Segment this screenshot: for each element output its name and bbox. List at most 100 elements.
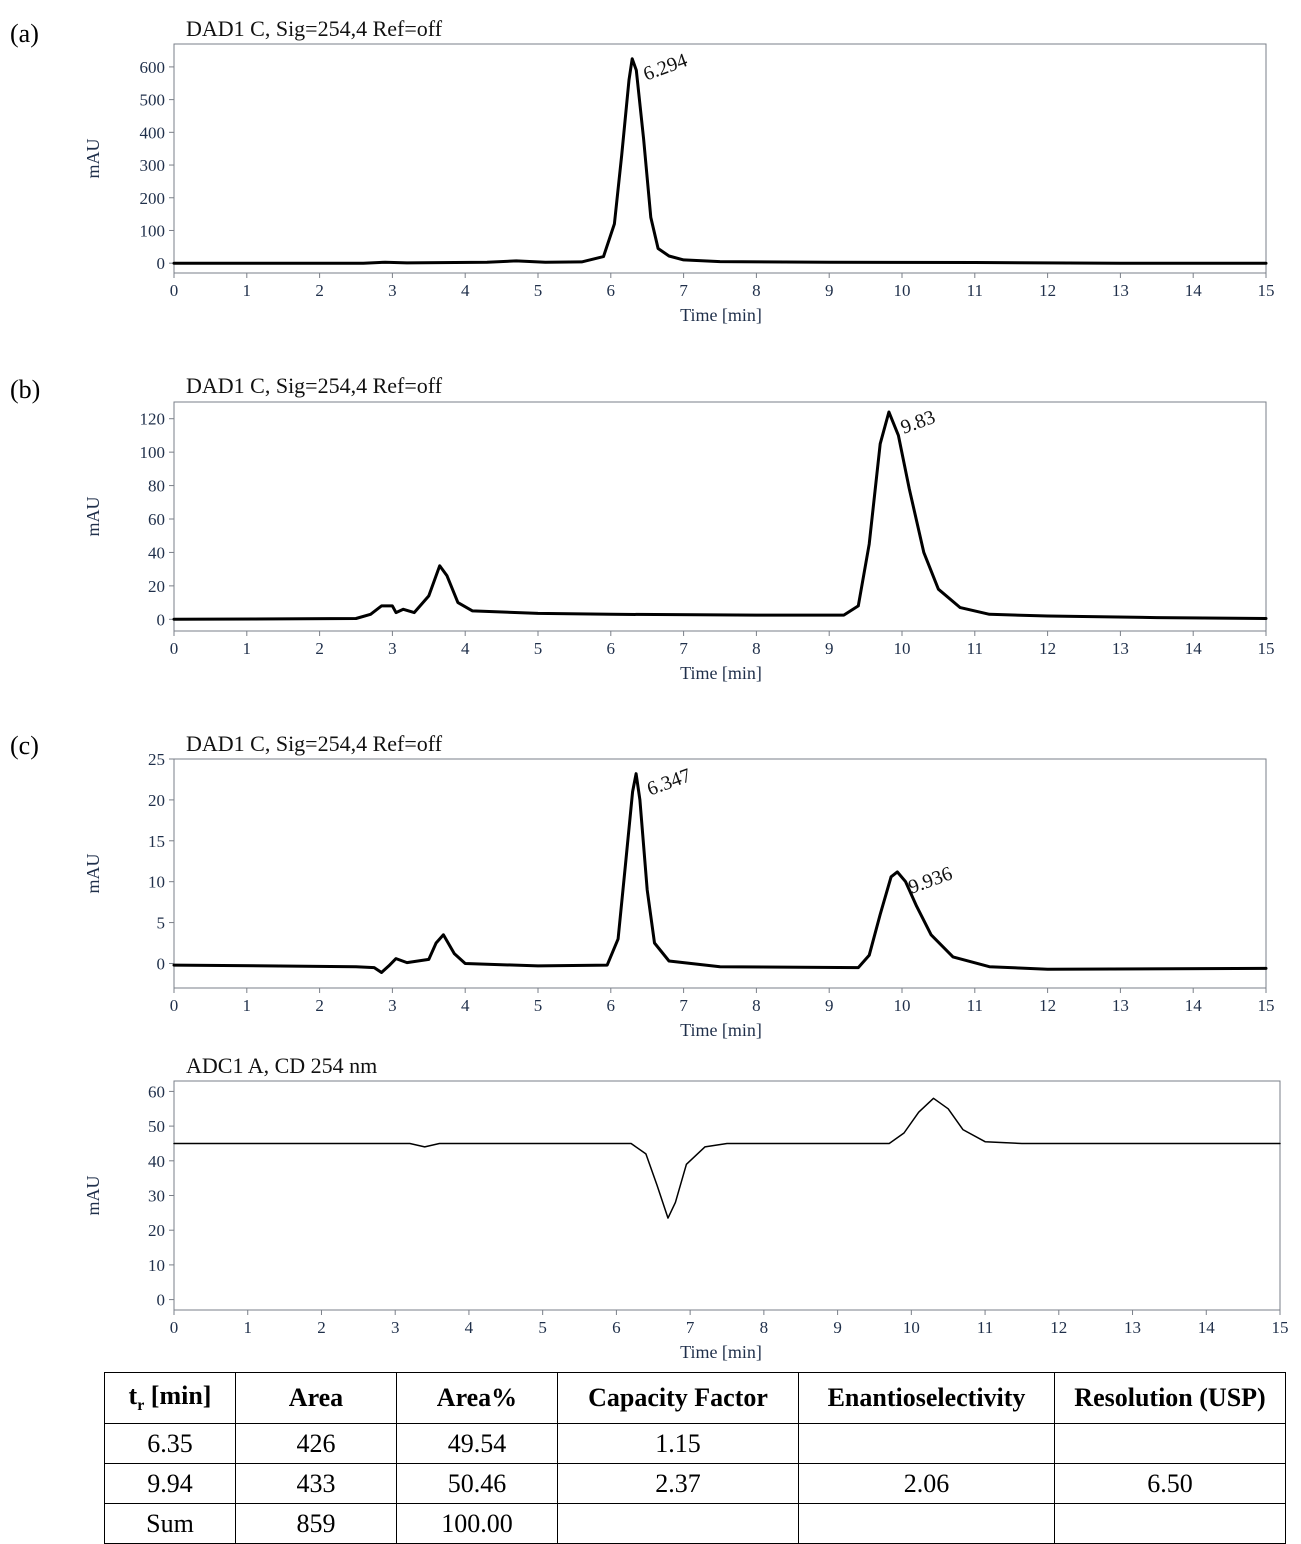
peak-label: 6.347 [644, 764, 694, 800]
y-tick-label: 10 [148, 873, 165, 892]
table-row: Sum 859 100.00 [104, 1503, 1286, 1544]
x-tick-label: 5 [534, 639, 543, 658]
chart-panel-4: ADC1 A, CD 254 nm0 1 2 3 4 5 6 7 8 9 10 11 12 13 14 150… [83, 1053, 1289, 1362]
y-tick-label: 5 [157, 914, 166, 933]
peak-label: 6.294 [640, 49, 690, 85]
y-tick-label: 25 [148, 750, 165, 769]
y-tick-label: 60 [148, 1082, 165, 1101]
table-cell: 859 [235, 1503, 397, 1544]
y-tick-label: 100 [140, 221, 166, 240]
table-cell: 2.06 [798, 1463, 1055, 1504]
x-tick-label: 3 [391, 1318, 400, 1337]
series-line [172, 57, 1268, 265]
table-cell: 9.94 [104, 1463, 236, 1504]
x-tick-label: 7 [686, 1318, 695, 1337]
table-cell: 100.00 [396, 1503, 558, 1544]
x-tick-label: 4 [465, 1318, 474, 1337]
x-tick-label: 13 [1124, 1318, 1141, 1337]
x-tick-label: 5 [538, 1318, 547, 1337]
chart-title: DAD1 C, Sig=254,4 Ref=off [186, 731, 443, 756]
y-tick-label: 20 [148, 791, 165, 810]
results-table: tr [min] Area Area% Capacity Factor Enan… [104, 1372, 1286, 1544]
x-tick-label: 12 [1039, 996, 1056, 1015]
plot-frame [173, 401, 1267, 632]
x-tick-label: 6 [607, 281, 616, 300]
x-tick-label: 15 [1258, 639, 1275, 658]
x-tick-label: 2 [315, 281, 324, 300]
panel-letter: (b) [10, 375, 40, 404]
table-cell: 433 [235, 1463, 397, 1504]
y-tick-label: 20 [148, 1221, 165, 1240]
x-tick-label: 9 [825, 281, 834, 300]
table-cell: 50.46 [396, 1463, 558, 1504]
x-tick-label: 9 [833, 1318, 842, 1337]
plot-frame [173, 43, 1267, 274]
x-tick-label: 6 [607, 996, 616, 1015]
y-tick-label: 40 [148, 1152, 165, 1171]
table-cell: 6.50 [1054, 1463, 1286, 1504]
table-cell [798, 1423, 1055, 1464]
y-tick-label: 100 [140, 443, 166, 462]
x-tick-label: 7 [679, 639, 688, 658]
y-tick-label: 500 [140, 91, 166, 110]
y-tick-label: 80 [148, 477, 165, 496]
x-tick-label: 2 [315, 996, 324, 1015]
y-axis-label: mAU [83, 497, 103, 537]
x-tick-label: 0 [170, 996, 179, 1015]
x-tick-label: 1 [243, 996, 252, 1015]
x-tick-label: 12 [1039, 281, 1056, 300]
chart-title: DAD1 C, Sig=254,4 Ref=off [186, 373, 443, 398]
x-tick-label: 1 [243, 281, 252, 300]
table-cell: Sum [104, 1503, 236, 1544]
x-tick-label: 6 [612, 1318, 621, 1337]
plot-frame [173, 1080, 1281, 1311]
series-line [173, 1097, 1281, 1219]
header-capacity-factor: Capacity Factor [557, 1372, 799, 1424]
x-tick-label: 2 [315, 639, 324, 658]
y-axis-label: mAU [83, 1176, 103, 1216]
y-tick-label: 400 [140, 123, 166, 142]
table-cell: 2.37 [557, 1463, 799, 1504]
x-tick-label: 12 [1039, 639, 1056, 658]
peak-label: 9.83 [898, 406, 938, 439]
x-axis-label: Time [min] [680, 305, 762, 325]
x-tick-label: 10 [894, 281, 911, 300]
x-tick-label: 3 [388, 996, 397, 1015]
y-tick-label: 120 [140, 410, 166, 429]
x-tick-label: 1 [243, 1318, 252, 1337]
x-tick-label: 15 [1272, 1318, 1289, 1337]
x-tick-label: 12 [1050, 1318, 1067, 1337]
x-tick-label: 10 [894, 639, 911, 658]
y-tick-label: 0 [157, 954, 166, 973]
x-tick-label: 9 [825, 639, 834, 658]
chart-title: DAD1 C, Sig=254,4 Ref=off [186, 16, 443, 41]
series-line [172, 772, 1268, 974]
x-tick-label: 4 [461, 639, 470, 658]
x-tick-label: 13 [1112, 281, 1129, 300]
x-tick-label: 14 [1185, 639, 1203, 658]
y-tick-label: 40 [148, 543, 165, 562]
panel-letter: (a) [10, 19, 39, 48]
x-tick-label: 1 [243, 639, 252, 658]
plot-frame [173, 758, 1267, 989]
x-tick-label: 3 [388, 281, 397, 300]
x-tick-label: 14 [1185, 281, 1203, 300]
peak-label: 9.936 [906, 862, 956, 898]
x-tick-label: 15 [1258, 281, 1275, 300]
y-tick-label: 0 [157, 254, 166, 273]
y-tick-label: 300 [140, 156, 166, 175]
table-header-row: tr [min] Area Area% Capacity Factor Enan… [104, 1372, 1286, 1424]
x-tick-label: 4 [461, 281, 470, 300]
x-tick-label: 9 [825, 996, 834, 1015]
x-tick-label: 3 [388, 639, 397, 658]
x-tick-label: 0 [170, 639, 179, 658]
x-tick-label: 0 [170, 281, 179, 300]
x-tick-label: 8 [752, 639, 761, 658]
y-tick-label: 20 [148, 577, 165, 596]
y-tick-label: 0 [157, 610, 166, 629]
table-cell [1054, 1503, 1286, 1544]
x-tick-label: 14 [1198, 1318, 1216, 1337]
header-area: Area [235, 1372, 397, 1424]
x-axis-label: Time [min] [680, 663, 762, 683]
